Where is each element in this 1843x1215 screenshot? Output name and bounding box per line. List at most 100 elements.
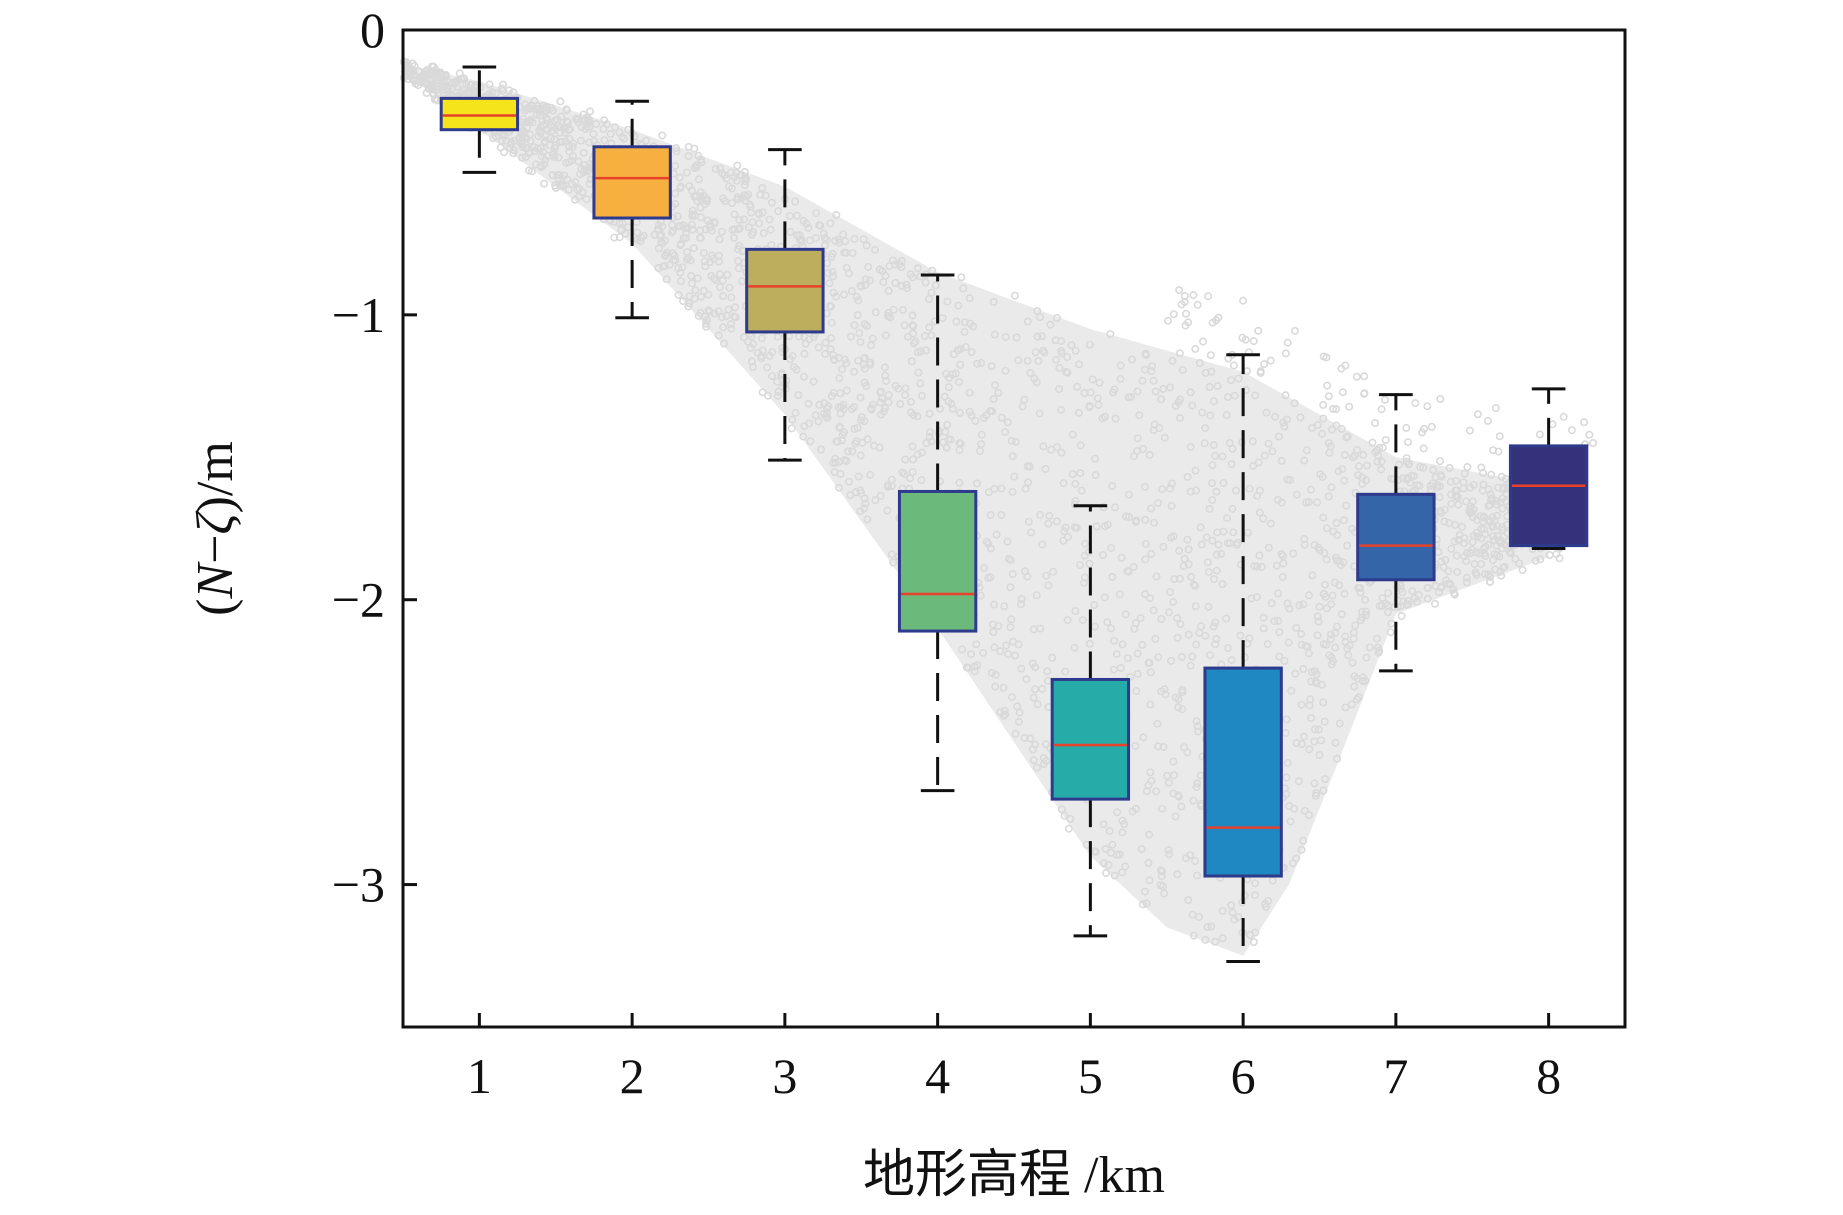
scatter-point — [773, 391, 782, 400]
scatter-point — [579, 148, 588, 157]
scatter-point — [730, 225, 739, 234]
scatter-point — [1052, 517, 1061, 526]
scatter-point — [1116, 361, 1125, 370]
scatter-point — [1057, 405, 1066, 414]
scatter-point — [1076, 560, 1085, 569]
scatter-point — [701, 262, 710, 271]
scatter-point — [867, 405, 876, 414]
scatter-point — [882, 377, 891, 386]
scatter-point — [1479, 544, 1488, 553]
scatter-point — [1296, 413, 1305, 422]
scatter-point — [1275, 628, 1284, 637]
scatter-point — [1001, 332, 1010, 341]
scatter-point — [866, 470, 875, 479]
scatter-point — [982, 411, 991, 420]
scatter-point — [759, 229, 768, 238]
scatter-point — [1191, 857, 1200, 866]
scatter-point — [1440, 505, 1449, 514]
scatter-point — [575, 184, 584, 193]
scatter-point — [1167, 656, 1176, 665]
scatter-point — [850, 321, 859, 330]
scatter-point — [442, 85, 451, 94]
scatter-point — [1077, 486, 1086, 495]
scatter-point — [1108, 572, 1117, 581]
scatter-point — [875, 265, 884, 274]
scatter-point — [687, 186, 696, 195]
scatter-point — [739, 215, 748, 224]
scatter-point — [1209, 441, 1218, 450]
scatter-point — [773, 377, 782, 386]
scatter-point — [554, 153, 563, 162]
scatter-point — [699, 249, 708, 258]
scatter-point — [1423, 583, 1432, 592]
scatter-point — [960, 318, 969, 327]
scatter-point — [1059, 479, 1068, 488]
scatter-point — [827, 318, 836, 327]
scatter-point — [1032, 378, 1041, 387]
scatter-point — [967, 348, 976, 357]
scatter-point — [825, 279, 834, 288]
scatter-point — [1212, 634, 1221, 643]
scatter-point — [1266, 519, 1275, 528]
scatter-point — [960, 327, 969, 336]
scatter-point — [1431, 599, 1440, 608]
scatter-point — [1141, 555, 1150, 564]
scatter-point — [1152, 787, 1161, 796]
scatter-point — [1014, 717, 1023, 726]
scatter-point — [861, 499, 870, 508]
scatter-point — [1173, 870, 1182, 879]
scatter-point — [906, 270, 915, 279]
scatter-point — [1264, 439, 1273, 448]
scatter-point — [1315, 750, 1324, 759]
scatter-point — [1496, 498, 1505, 507]
scatter-point — [975, 446, 984, 455]
scatter-point — [1473, 532, 1482, 541]
scatter-point — [1462, 578, 1471, 587]
scatter-point — [518, 153, 527, 162]
scatter-point — [1033, 306, 1042, 315]
scatter-point — [741, 196, 750, 205]
scatter-point — [839, 230, 848, 239]
scatter-point — [1343, 541, 1352, 550]
scatter-point — [884, 286, 893, 295]
scatter-point — [1472, 548, 1481, 557]
scatter-point — [831, 458, 840, 467]
scatter-point — [1462, 573, 1471, 582]
scatter-point — [1141, 482, 1150, 491]
scatter-point — [1061, 523, 1070, 532]
scatter-point — [1110, 636, 1119, 645]
scatter-point — [1234, 913, 1243, 922]
scatter-point — [1377, 457, 1386, 466]
scatter-point — [756, 190, 765, 199]
scatter-point — [1471, 568, 1480, 577]
scatter-point — [688, 225, 697, 234]
scatter-point — [1175, 546, 1184, 555]
scatter-point — [1274, 616, 1283, 625]
scatter-point — [987, 668, 996, 677]
scatter-point — [1259, 514, 1268, 523]
scatter-point — [1160, 889, 1169, 898]
scatter-point — [502, 136, 511, 145]
scatter-point — [1105, 826, 1114, 835]
scatter-point — [913, 412, 922, 421]
scatter-point — [1152, 572, 1161, 581]
scatter-point — [1071, 606, 1080, 615]
scatter-point — [746, 343, 755, 352]
scatter-point — [1460, 552, 1469, 561]
scatter-point — [1154, 742, 1163, 751]
scatter-point — [863, 435, 872, 444]
scatter-point — [1240, 653, 1249, 662]
scatter-point — [684, 152, 693, 161]
scatter-point — [615, 219, 624, 228]
scatter-point — [925, 323, 934, 332]
scatter-point — [636, 237, 645, 246]
scatter-point — [876, 388, 885, 397]
scatter-point — [1194, 727, 1203, 736]
scatter-point — [1193, 779, 1202, 788]
scatter-point — [854, 472, 863, 481]
scatter-point — [1297, 845, 1306, 854]
scatter-point — [1111, 414, 1120, 423]
scatter-point — [1267, 599, 1276, 608]
scatter-point — [1454, 536, 1463, 545]
scatter-point — [1080, 573, 1089, 582]
